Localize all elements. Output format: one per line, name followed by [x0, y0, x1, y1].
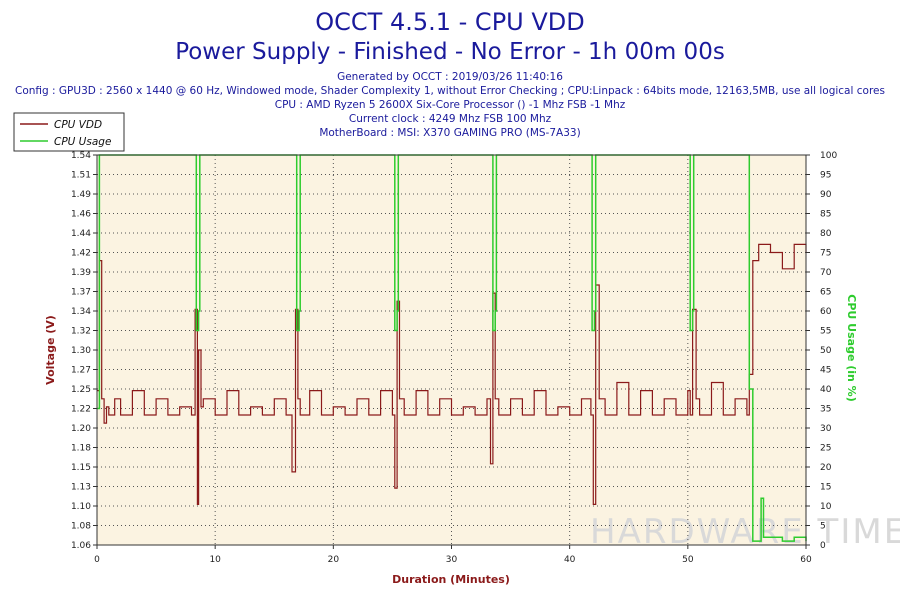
- clock-info: Current clock : 4249 Mhz FSB 100 Mhz: [349, 113, 552, 125]
- y-tick-label: 1.27: [71, 366, 91, 376]
- y2-tick-label: 25: [820, 444, 831, 454]
- y-tick-label: 1.39: [71, 268, 91, 278]
- x-tick-label: 50: [682, 555, 694, 565]
- y2-tick-label: 70: [820, 268, 832, 278]
- y-tick-label: 1.32: [71, 327, 91, 337]
- y-tick-label: 1.13: [71, 483, 91, 493]
- config-info: Config : GPU3D : 2560 x 1440 @ 60 Hz, Wi…: [15, 85, 885, 97]
- generated-info: Generated by OCCT : 2019/03/26 11:40:16: [337, 71, 563, 83]
- x-tick-label: 40: [564, 555, 576, 565]
- plot-border: [96, 154, 807, 546]
- chart-title: OCCT 4.5.1 - CPU VDD: [315, 8, 584, 36]
- y2-tick-label: 10: [820, 502, 832, 512]
- y-tick-label: 1.15: [71, 463, 91, 473]
- y2-tick-label: 40: [820, 385, 832, 395]
- y2-tick-label: 90: [820, 190, 832, 200]
- y-tick-label: 1.06: [71, 541, 91, 551]
- plot-area: [97, 155, 806, 545]
- y2-tick-label: 95: [820, 171, 831, 181]
- y2-tick-label: 75: [820, 249, 831, 259]
- y-tick-label: 1.25: [71, 385, 91, 395]
- y2-tick-label: 30: [820, 424, 832, 434]
- y-tick-label: 1.37: [71, 288, 91, 298]
- y-tick-label: 1.30: [71, 346, 91, 356]
- legend-label-usage: CPU Usage: [54, 136, 111, 148]
- y2-tick-label: 80: [820, 229, 832, 239]
- y2-tick-label: 50: [820, 346, 832, 356]
- x-tick-label: 10: [209, 555, 221, 565]
- y-tick-label: 1.10: [71, 502, 91, 512]
- y2-tick-label: 55: [820, 327, 831, 337]
- y2-axis-title: CPU Usage (in %): [845, 294, 858, 401]
- legend-box: [13, 112, 125, 152]
- y2-tick-label: 100: [820, 151, 837, 161]
- y-tick-label: 1.20: [71, 424, 91, 434]
- chart-subtitle: Power Supply - Finished - No Error - 1h …: [175, 39, 725, 65]
- legend: CPU VDD CPU Usage: [13, 112, 125, 152]
- y-axis-title: Voltage (V): [44, 315, 57, 385]
- x-tick-label: 0: [94, 555, 100, 565]
- y-tick-label: 1.18: [71, 444, 91, 454]
- watermark: HARDWARE TIMES: [590, 512, 900, 552]
- y-tick-label: 1.44: [71, 229, 91, 239]
- x-axis-title: Duration (Minutes): [392, 573, 510, 586]
- cpu-info: CPU : AMD Ryzen 5 2600X Six-Core Process…: [275, 99, 626, 111]
- y2-tick-label: 65: [820, 288, 831, 298]
- x-tick-label: 20: [328, 555, 340, 565]
- y-tick-label: 1.46: [71, 210, 91, 220]
- y-tick-label: 1.54: [71, 151, 91, 161]
- y-tick-label: 1.51: [71, 171, 91, 181]
- y-tick-label: 1.49: [71, 190, 91, 200]
- motherboard-info: MotherBoard : MSI: X370 GAMING PRO (MS-7…: [319, 127, 580, 139]
- y2-tick-label: 85: [820, 210, 831, 220]
- y-tick-label: 1.08: [71, 522, 91, 532]
- y2-tick-label: 15: [820, 483, 831, 493]
- y-tick-label: 1.42: [71, 249, 91, 259]
- y2-tick-label: 35: [820, 405, 831, 415]
- y2-tick-label: 60: [820, 307, 832, 317]
- y2-tick-label: 45: [820, 366, 831, 376]
- x-tick-label: 60: [800, 555, 812, 565]
- y2-tick-label: 0: [820, 541, 826, 551]
- y2-tick-label: 20: [820, 463, 832, 473]
- y-tick-label: 1.34: [71, 307, 91, 317]
- x-tick-label: 30: [446, 555, 458, 565]
- legend-label-vdd: CPU VDD: [54, 119, 102, 131]
- y2-tick-label: 5: [820, 522, 826, 532]
- y-tick-label: 1.22: [71, 405, 91, 415]
